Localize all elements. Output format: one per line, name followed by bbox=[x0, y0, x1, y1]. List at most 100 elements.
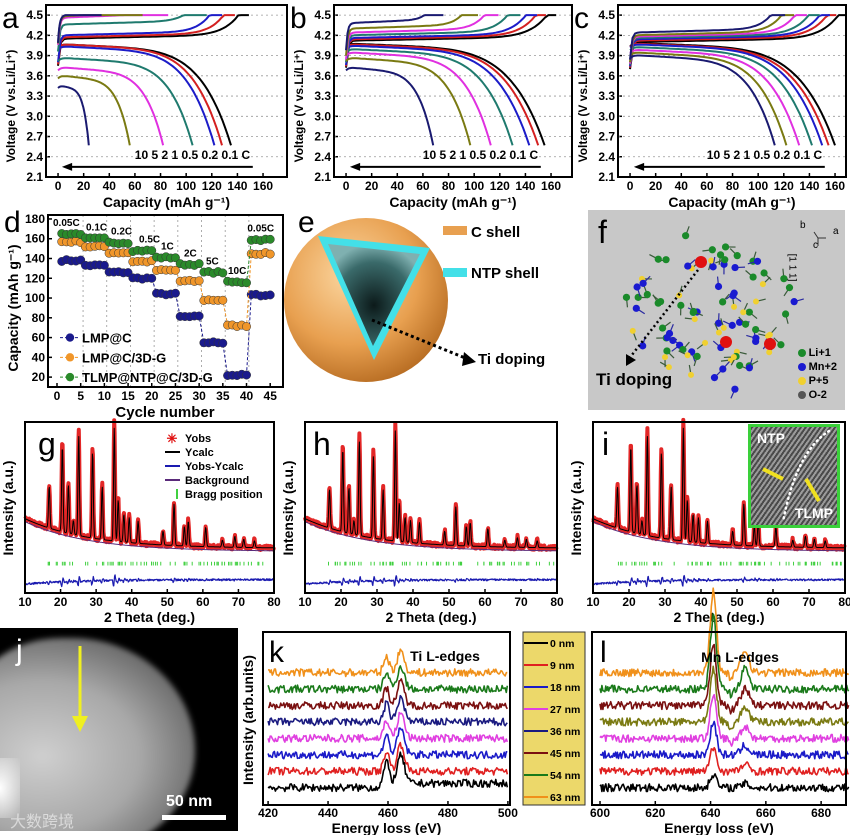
panel-a-y-tick-label: 2.7 bbox=[26, 130, 43, 144]
arrow-head-icon bbox=[349, 162, 361, 171]
panel-a-x-axis-label: Capacity (mAh g⁻¹) bbox=[103, 194, 230, 210]
spectrum-18 nm bbox=[267, 727, 508, 760]
panel-g-x-tick-label: 30 bbox=[89, 595, 103, 609]
scan-arrow-icon bbox=[72, 646, 88, 732]
atom bbox=[730, 353, 737, 360]
axis-b bbox=[813, 231, 819, 239]
atom bbox=[687, 371, 694, 378]
panel-b-x-tick-label: 120 bbox=[490, 179, 510, 193]
panel-i-x-tick-label: 70 bbox=[802, 595, 816, 609]
atom bbox=[693, 352, 701, 361]
panel-d-x-tick-label: 40 bbox=[240, 389, 254, 403]
panel-d-y-tick-label: 40 bbox=[32, 350, 46, 364]
legend-36nm: 36 nm bbox=[550, 726, 580, 738]
panel-a-y-tick-label: 3.0 bbox=[26, 109, 43, 123]
panel-c-y-tick-label: 2.4 bbox=[598, 150, 615, 164]
atom bbox=[740, 309, 747, 316]
data-point-TLMP@NTP@C/3D-G bbox=[194, 259, 204, 269]
panel-k-frame bbox=[262, 631, 511, 806]
atom bbox=[745, 364, 754, 372]
spectrum-27 nm bbox=[267, 711, 509, 743]
charge-curve-2C bbox=[345, 14, 499, 60]
atom bbox=[662, 354, 669, 361]
charge-curve-5C bbox=[629, 14, 794, 63]
rate-annotation: 10 5 2 1 0.5 0.2 0.1 C bbox=[135, 148, 251, 162]
panel-a-y-tick-label: 4.5 bbox=[26, 8, 43, 22]
panel-c-x-axis-label: Capacity (mAh g⁻¹) bbox=[668, 194, 795, 210]
charge-curve-2C bbox=[629, 14, 807, 64]
atom bbox=[741, 320, 750, 328]
panel-d-y-tick-label: 140 bbox=[25, 251, 45, 265]
atom bbox=[749, 273, 757, 281]
atom bbox=[745, 308, 753, 316]
atom bbox=[731, 385, 739, 393]
data-point-LMP@C bbox=[218, 338, 228, 348]
panel-c-x-tick-label: 0 bbox=[627, 179, 634, 193]
atom bbox=[759, 281, 766, 288]
atom bbox=[714, 319, 723, 327]
discharge-curve-0.5C bbox=[345, 45, 531, 146]
charge-curve-0.5C bbox=[57, 14, 222, 63]
panel-d-y-tick-label: 120 bbox=[25, 271, 45, 285]
atom bbox=[731, 303, 738, 310]
panel-i-x-tick-label: 30 bbox=[658, 595, 672, 609]
rate-label: 0.1C bbox=[86, 223, 107, 234]
data-point-LMP@C/3D-G bbox=[242, 322, 251, 331]
atom bbox=[662, 256, 670, 264]
panel-l-x-tick-label: 620 bbox=[645, 806, 665, 820]
direction-label: [1 1 1] bbox=[786, 253, 798, 282]
difference-curve bbox=[304, 575, 558, 587]
panel-a-y-tick-label: 2.1 bbox=[26, 170, 43, 184]
panel-d-frame bbox=[47, 214, 284, 388]
data-point-LMP@C bbox=[194, 311, 204, 321]
panel-l-x-tick-label: 660 bbox=[756, 806, 776, 820]
legend-p: P+5 bbox=[797, 374, 837, 388]
panel-k-x-tick-label: 480 bbox=[438, 806, 458, 820]
atom-legend: Li+1 Mn+2 P+5 O-2 bbox=[797, 346, 837, 402]
discharge-curve-10C bbox=[629, 54, 776, 146]
panel-b-y-tick-label: 3.6 bbox=[314, 69, 331, 83]
charge-curve-5C bbox=[345, 14, 478, 56]
atom bbox=[658, 324, 667, 332]
atom bbox=[677, 301, 685, 309]
panel-b-x-tick-label: 0 bbox=[343, 179, 350, 193]
data-point-LMP@C/3D-G bbox=[194, 276, 204, 286]
legend-marker-icon bbox=[65, 353, 75, 362]
panel-b-y-tick-label: 4.5 bbox=[314, 8, 331, 22]
spectrum-63 nm bbox=[267, 648, 508, 678]
interface-marks bbox=[762, 429, 831, 524]
atom bbox=[679, 346, 687, 354]
discharge-curve-10C bbox=[345, 66, 435, 146]
atom bbox=[632, 304, 640, 312]
tlmp-label: TLMP bbox=[794, 505, 833, 521]
ti-atom bbox=[695, 256, 707, 268]
atom bbox=[691, 316, 698, 323]
discharge-curve-0.5C bbox=[57, 45, 216, 146]
crystal-structure-panel: f b a c [1 1 1] Ti doping Li+1 Mn+2 P+5 … bbox=[588, 210, 845, 410]
data-point-TLMP@NTP@C/3D-G bbox=[170, 253, 180, 263]
panel-b-y-tick-label: 3.9 bbox=[314, 49, 331, 63]
panel-b-y-tick-label: 2.4 bbox=[314, 150, 331, 164]
panel-h-x-tick-label: 60 bbox=[478, 595, 492, 609]
data-point-LMP@C/3D-G bbox=[218, 295, 228, 305]
charge-curve-0.1C bbox=[345, 14, 557, 68]
panel-c-x-tick-label: 80 bbox=[726, 179, 740, 193]
discharge-curve-0.2C bbox=[345, 43, 540, 146]
atom bbox=[790, 298, 798, 306]
arrow-head-icon bbox=[626, 354, 636, 366]
atom bbox=[708, 246, 716, 254]
legend-Background: Background bbox=[185, 475, 249, 487]
mn-atom-icon bbox=[797, 363, 806, 371]
ycalc-curve bbox=[304, 430, 557, 549]
panel-a-y-tick-label: 4.2 bbox=[26, 28, 43, 42]
panel-l-x-axis-label: Energy loss (eV) bbox=[664, 820, 774, 835]
ti-atom bbox=[720, 336, 732, 348]
atom bbox=[622, 293, 631, 301]
atom bbox=[684, 262, 692, 270]
charge-curve-0.5C bbox=[345, 14, 537, 66]
panel-c-y-axis-label: Voltage (V vs.Li/Li⁺) bbox=[576, 50, 590, 163]
atom bbox=[736, 361, 744, 370]
scale-bar-label: 50 nm bbox=[166, 793, 213, 810]
panel-c-x-tick-label: 100 bbox=[748, 179, 768, 193]
atom bbox=[710, 374, 719, 382]
